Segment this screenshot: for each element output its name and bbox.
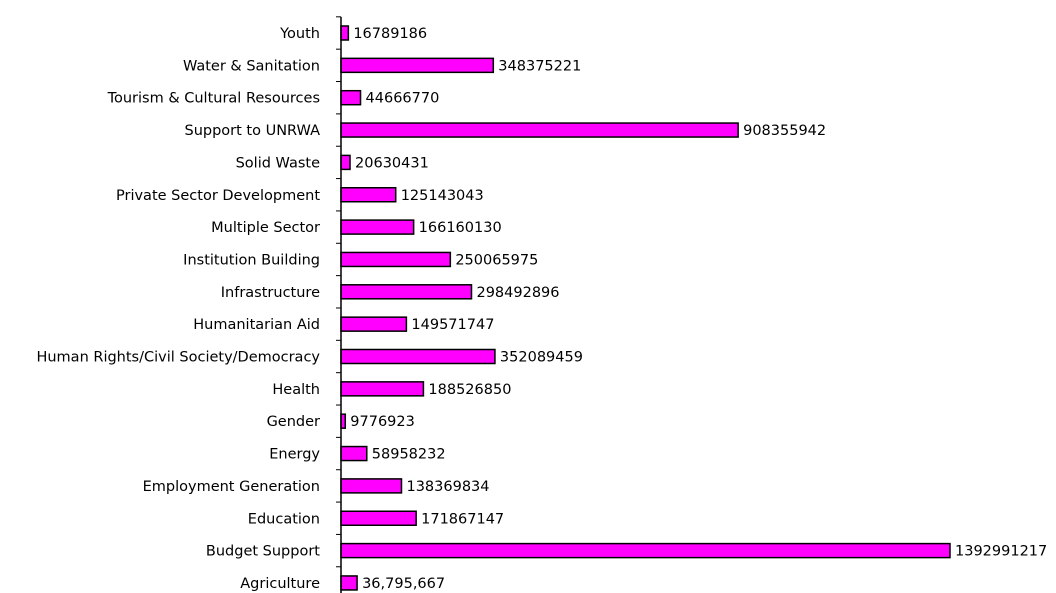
value-label: 58958232	[372, 447, 446, 463]
value-label: 298492896	[476, 285, 559, 301]
bar	[340, 57, 495, 74]
category-label: Human Rights/Civil Society/Democracy	[36, 350, 320, 366]
bar	[340, 89, 362, 106]
category-label: Tourism & Cultural Resources	[107, 91, 320, 107]
bar	[340, 542, 951, 559]
bar	[340, 445, 368, 462]
category-label: Support to UNRWA	[184, 123, 320, 139]
bar	[340, 284, 473, 300]
category-label: Gender	[267, 414, 320, 430]
category-label: Humanitarian Aid	[193, 317, 320, 333]
bar	[340, 25, 350, 41]
bar	[340, 510, 417, 526]
bar	[340, 575, 358, 591]
category-label: Energy	[269, 447, 320, 463]
bar	[340, 122, 739, 138]
category-labels: Youth Water & Sanitation Tourism & Cultura…	[36, 26, 320, 592]
value-label: 44666770	[366, 91, 440, 107]
value-label: 16789186	[353, 26, 427, 42]
bar	[340, 478, 403, 494]
value-label: 125143043	[401, 188, 484, 204]
value-label: 36,795,667	[362, 576, 445, 592]
value-label: 171867147	[421, 511, 504, 527]
bar	[340, 316, 408, 332]
value-label: 348375221	[498, 58, 581, 74]
category-label: Solid Waste	[236, 155, 320, 171]
category-label: Infrastructure	[221, 285, 320, 301]
value-label: 352089459	[500, 350, 583, 366]
value-label: 1392991217	[955, 544, 1047, 560]
value-label: 250065975	[455, 252, 538, 268]
value-label: 166160130	[419, 220, 502, 236]
value-label: 138369834	[406, 479, 489, 495]
bar	[340, 219, 415, 235]
bars	[340, 25, 951, 591]
category-label: Health	[272, 382, 320, 398]
value-labels: 16789186 348375221 44666770 908355942 206304…	[350, 26, 1047, 592]
category-label: Education	[248, 511, 320, 527]
axis-ticks	[336, 16, 341, 568]
category-label: Youth	[279, 26, 320, 42]
bar	[340, 154, 351, 171]
category-label: Private Sector Development	[116, 188, 320, 204]
category-label: Agriculture	[240, 576, 320, 592]
bar	[340, 187, 397, 203]
bar	[340, 251, 452, 268]
value-label: 908355942	[743, 123, 826, 139]
category-label: Multiple Sector	[211, 220, 320, 236]
value-label: 9776923	[350, 414, 415, 430]
category-label: Budget Support	[206, 544, 320, 560]
category-label: Water & Sanitation	[183, 58, 320, 74]
bar	[340, 348, 496, 365]
value-label: 149571747	[411, 317, 494, 333]
value-label: 188526850	[428, 382, 511, 398]
category-label: Institution Building	[183, 252, 320, 268]
value-label: 20630431	[355, 155, 429, 171]
category-label: Employment Generation	[143, 479, 320, 495]
bar	[340, 381, 425, 397]
